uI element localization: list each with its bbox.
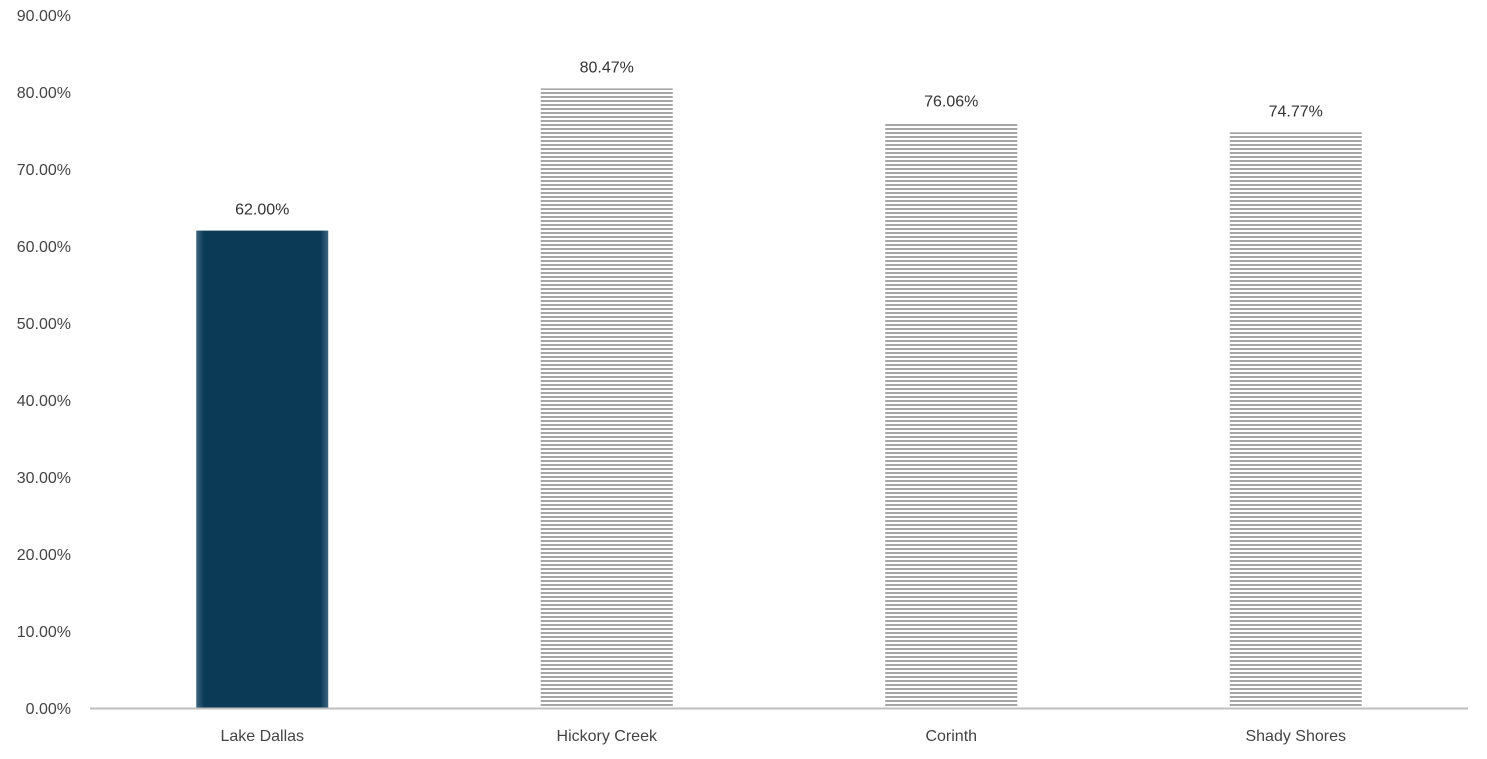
y-axis-tick-labels: 0.00% 10.00% 20.00% 30.00% 40.00% 50.00% 60.00… <box>17 8 71 718</box>
y-tick-label: 30.00% <box>17 470 71 487</box>
y-tick-label: 70.00% <box>17 162 71 179</box>
y-tick-label: 90.00% <box>17 8 71 25</box>
x-category-label: Hickory Creek <box>557 728 658 745</box>
data-label: 80.47% <box>580 59 634 76</box>
y-tick-label: 50.00% <box>17 316 71 333</box>
data-label: 76.06% <box>924 93 978 110</box>
bar-lake-dallas <box>196 230 329 708</box>
y-tick-label: 60.00% <box>17 239 71 256</box>
bar-shady-shores <box>1229 132 1362 708</box>
y-tick-label: 80.00% <box>17 85 71 102</box>
y-tick-label: 20.00% <box>17 547 71 564</box>
y-tick-label: 40.00% <box>17 393 71 410</box>
x-axis-category-labels: Lake Dallas Hickory Creek Corinth Shady Sho… <box>220 728 1346 745</box>
bars <box>196 88 1362 709</box>
x-category-label: Corinth <box>925 728 977 745</box>
data-labels: 62.00% 80.47% 76.06% 74.77% <box>235 59 1323 218</box>
y-tick-label: 10.00% <box>17 624 71 641</box>
bar-corinth <box>885 122 1018 708</box>
y-tick-label: 0.00% <box>26 701 71 718</box>
x-category-label: Lake Dallas <box>220 728 304 745</box>
data-label: 74.77% <box>1269 103 1323 120</box>
x-category-label: Shady Shores <box>1245 728 1346 745</box>
data-label: 62.00% <box>235 202 289 219</box>
bar-hickory-creek <box>540 88 673 709</box>
